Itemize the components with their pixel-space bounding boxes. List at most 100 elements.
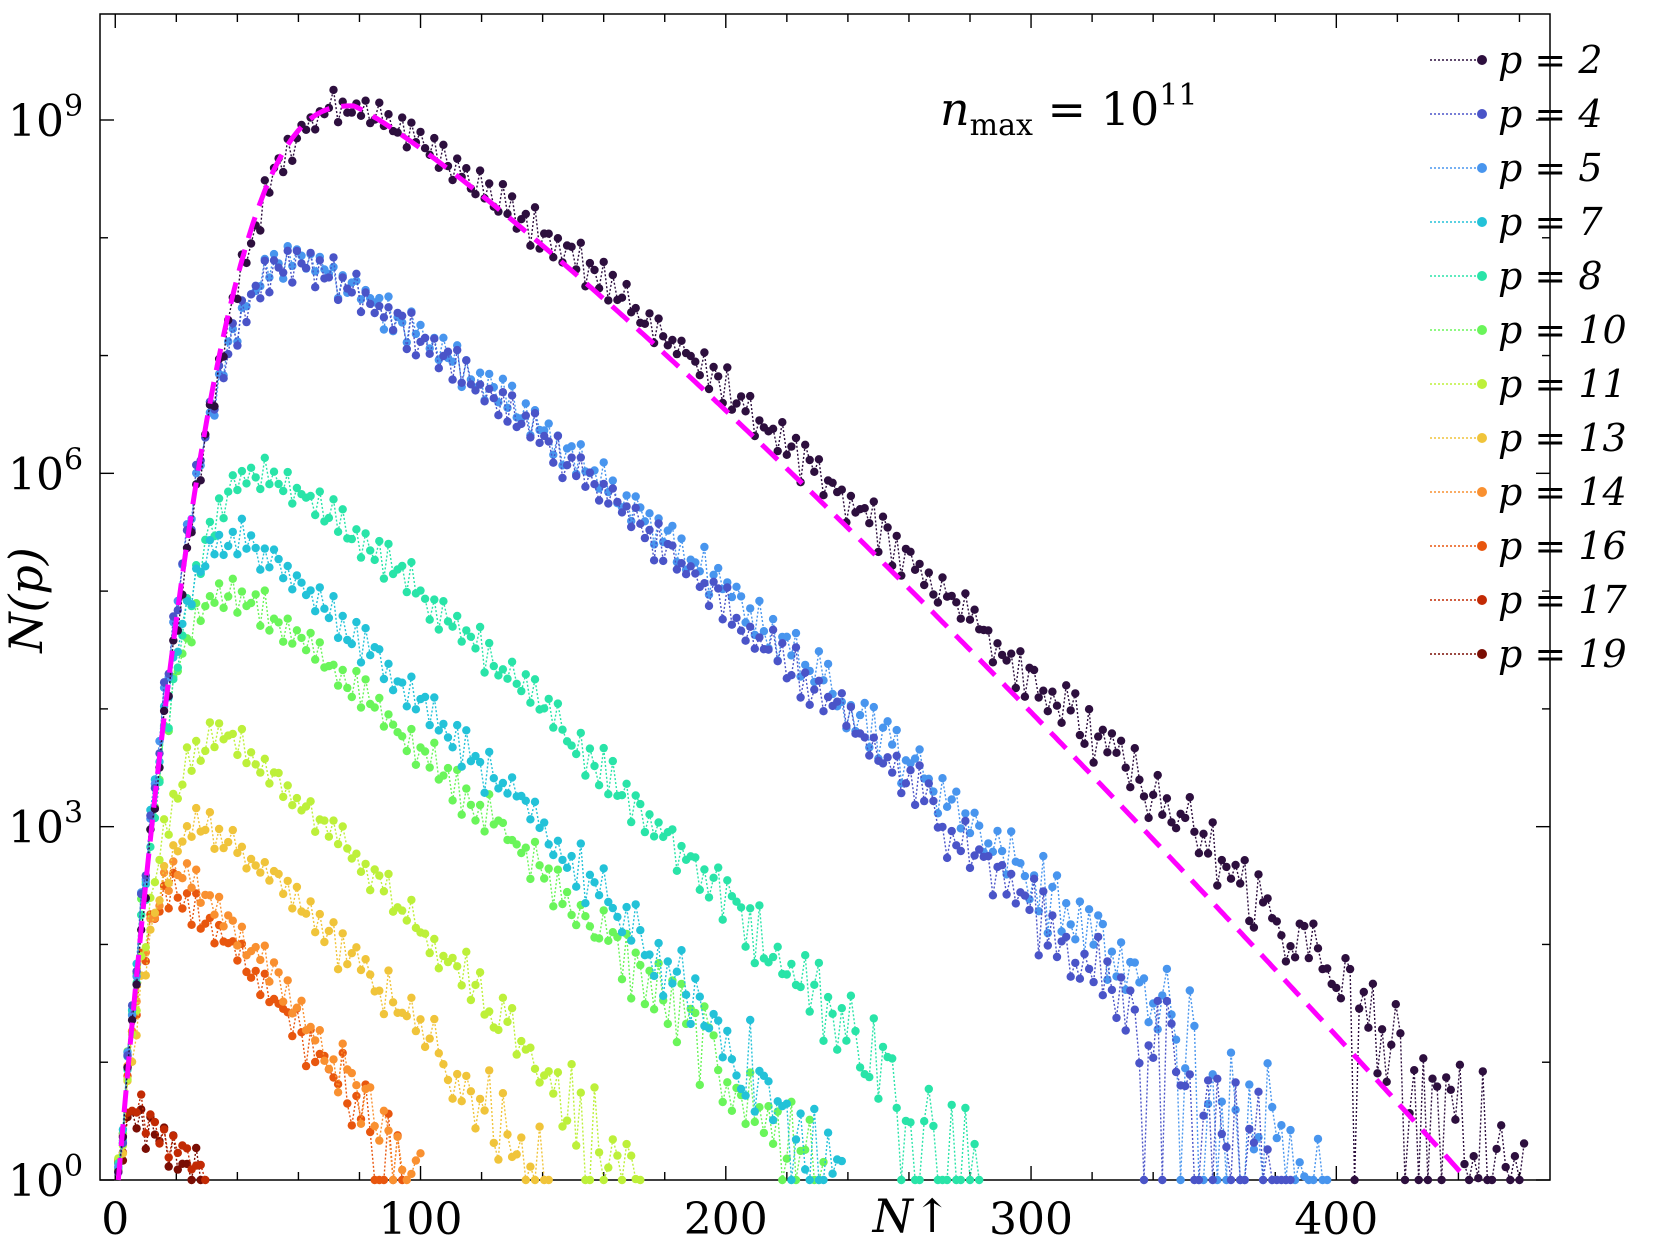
data-point (379, 887, 389, 896)
legend-item: p = 16 (1430, 524, 1627, 568)
data-point (512, 840, 521, 849)
legend-label: p = 19 (1498, 632, 1627, 676)
data-point (1249, 1138, 1259, 1147)
data-point (1373, 1069, 1382, 1078)
data-point (1121, 1026, 1130, 1035)
data-point (485, 747, 494, 757)
data-point (288, 1009, 297, 1018)
series-p14 (114, 857, 425, 1185)
data-point (1066, 706, 1075, 715)
data-point (366, 886, 375, 895)
data-point (681, 990, 691, 999)
data-point (306, 491, 315, 501)
data-point (627, 1151, 636, 1160)
data-point (636, 799, 645, 809)
data-point (732, 897, 741, 906)
data-point (929, 1121, 938, 1131)
data-point (1300, 921, 1309, 931)
data-point (727, 1055, 737, 1064)
data-point (503, 674, 512, 683)
data-point (1107, 985, 1117, 995)
data-point (640, 999, 650, 1009)
legend-marker (1477, 109, 1487, 119)
legend-label: p = 13 (1498, 416, 1627, 460)
data-point (1167, 818, 1176, 827)
data-point (306, 586, 315, 595)
data-point (192, 803, 201, 813)
data-point (398, 113, 407, 122)
data-point (384, 710, 393, 719)
data-point (1519, 1139, 1529, 1148)
data-point (343, 1099, 352, 1108)
data-point (1396, 1029, 1405, 1038)
data-point (833, 697, 842, 706)
data-point (997, 861, 1007, 870)
data-point (1240, 1175, 1249, 1185)
data-point (494, 411, 503, 420)
data-point (878, 1042, 888, 1052)
data-point (448, 375, 457, 384)
data-point (1181, 1064, 1190, 1073)
data-point (439, 719, 448, 729)
data-point (237, 922, 247, 931)
data-point (906, 1118, 915, 1127)
data-point (1217, 1129, 1227, 1139)
data-point (288, 801, 297, 810)
legend-label: p = 16 (1498, 524, 1627, 568)
data-point (214, 530, 224, 540)
data-point (480, 668, 489, 677)
data-point (311, 928, 320, 937)
data-point (420, 929, 430, 938)
data-point (246, 531, 256, 540)
data-point (498, 388, 508, 397)
data-point (801, 951, 810, 960)
data-point (356, 658, 366, 667)
data-point (631, 303, 640, 313)
data-point (1080, 739, 1089, 748)
data-point (366, 651, 375, 660)
data-point (434, 364, 443, 373)
data-point (480, 827, 489, 836)
data-point (540, 874, 549, 883)
data-point (636, 1175, 645, 1185)
data-point (457, 810, 466, 819)
data-point (649, 1005, 659, 1014)
data-point (187, 883, 196, 892)
data-point (1309, 1175, 1318, 1185)
data-point (869, 702, 878, 712)
data-point (388, 720, 398, 729)
data-point (425, 948, 434, 958)
data-point (329, 592, 338, 601)
data-point (269, 958, 279, 967)
data-point (356, 867, 366, 876)
data-point (1098, 991, 1108, 1000)
data-point (782, 632, 791, 641)
data-point (1020, 692, 1030, 701)
data-point (755, 416, 764, 425)
data-point (672, 1037, 682, 1047)
data-point (521, 1175, 530, 1185)
data-point (608, 484, 617, 493)
nmax-annotation: nmax = 1011 (940, 78, 1197, 143)
data-point (1043, 707, 1053, 716)
data-point (205, 536, 215, 545)
data-point (1084, 905, 1094, 914)
legend-marker (1477, 271, 1487, 281)
data-point (219, 374, 228, 383)
data-point (155, 1139, 164, 1148)
data-point (210, 402, 219, 411)
data-point (723, 1078, 732, 1087)
data-point (329, 262, 338, 272)
data-point (837, 485, 846, 494)
data-point (489, 661, 498, 671)
data-point (952, 787, 961, 796)
data-point (1203, 849, 1213, 858)
data-point (210, 844, 219, 853)
y-tick-labels: 100 103 106 109 (8, 89, 83, 1207)
data-point (182, 889, 192, 898)
data-point (407, 672, 416, 681)
data-point (787, 959, 796, 969)
data-point (159, 861, 169, 871)
data-point (1162, 996, 1172, 1006)
data-point (356, 1119, 366, 1129)
